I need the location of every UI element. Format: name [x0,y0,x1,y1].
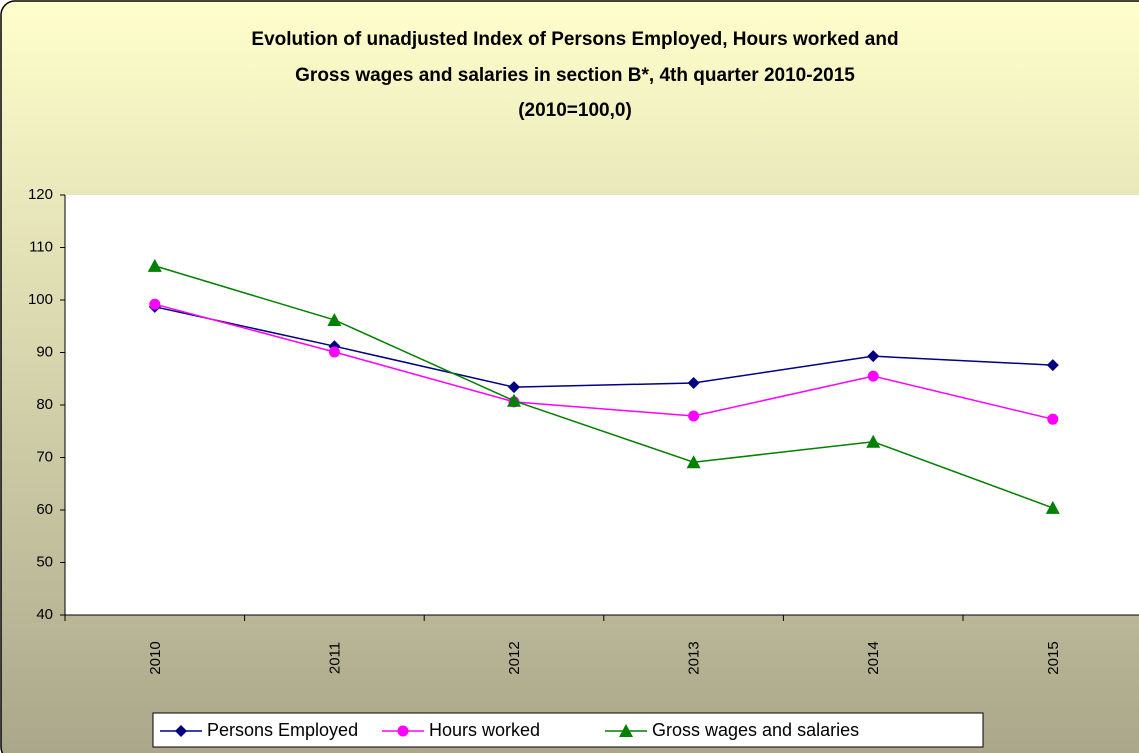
y-tick-label: 90 [36,343,53,360]
y-tick-label: 60 [36,501,53,518]
marker [507,393,521,407]
legend-marker [175,725,187,737]
chart-title: Evolution of unadjusted Index of Persons… [251,29,898,50]
plot-area [65,195,1139,615]
y-tick-label: 110 [29,238,53,255]
marker [867,370,879,382]
y-tick-label: 120 [28,186,53,203]
y-tick-label: 80 [36,396,53,413]
x-tick-label: 2013 [686,641,703,674]
legend-marker [397,725,409,737]
legend-label: Hours worked [429,720,540,740]
y-tick-label: 40 [36,606,53,623]
y-tick-label: 50 [36,553,53,570]
marker [1046,359,1059,372]
legend-label: Gross wages and salaries [652,720,859,740]
chart-title: Gross wages and salaries in section B*, … [295,65,855,86]
marker [1045,500,1060,514]
x-tick-label: 2012 [506,641,523,674]
marker [866,434,881,448]
chart-title: (2010=100,0) [518,100,632,121]
marker [687,376,700,389]
marker [686,455,701,469]
marker [328,346,340,358]
y-tick-label: 70 [36,448,53,465]
marker [1047,413,1059,425]
legend-marker [619,724,633,737]
x-tick-label: 2011 [326,642,343,674]
marker [688,410,700,422]
marker [508,381,520,394]
marker [867,350,880,363]
marker [149,298,161,310]
marker [147,258,162,272]
legend [152,712,984,748]
marker [327,312,342,326]
x-tick-label: 2014 [865,641,882,674]
legend-label: Persons Employed [207,720,358,740]
series-line [154,306,1053,388]
x-tick-label: 2010 [147,641,164,674]
series-line [154,303,1053,420]
x-tick-label: 2015 [1045,641,1062,674]
y-tick-label: 100 [28,291,53,308]
series-line [154,265,1054,509]
